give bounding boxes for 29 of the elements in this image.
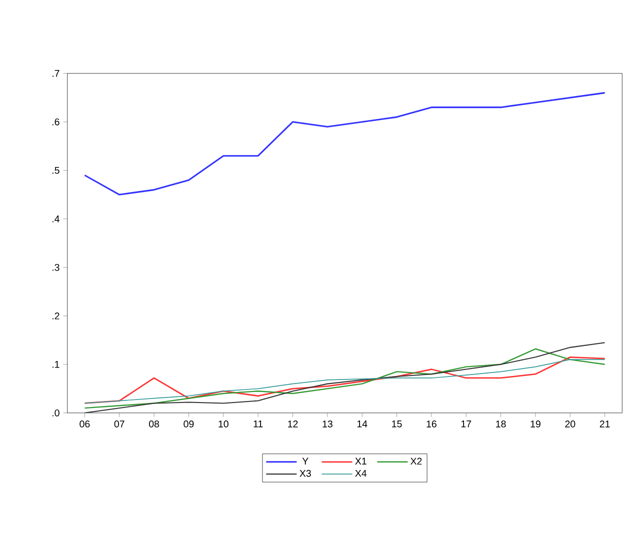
x-tick-label: 12 — [288, 420, 298, 428]
legend-label: Y — [302, 458, 308, 464]
y-tick-label: .3 — [52, 264, 60, 271]
x-tick-label: 09 — [184, 420, 194, 428]
legend-label: X4 — [355, 470, 367, 477]
x-tick-label: 08 — [149, 420, 160, 428]
y-tick-label: .1 — [52, 360, 60, 368]
x-tick-label: 18 — [496, 420, 506, 428]
x-tick-label: 19 — [530, 420, 540, 428]
y-tick-label: .0 — [52, 409, 60, 416]
x-tick-label: 11 — [254, 420, 263, 428]
x-tick-label: 15 — [392, 420, 402, 428]
y-tick-label: .4 — [52, 215, 60, 222]
x-tick-label: 16 — [426, 420, 436, 428]
x-tick-label: 06 — [80, 420, 90, 428]
x-tick-label: 20 — [565, 420, 576, 428]
legend-label: X1 — [355, 458, 366, 464]
x-tick-label: 21 — [600, 420, 610, 428]
legend-label: X3 — [300, 470, 311, 477]
y-tick-label: .5 — [52, 166, 60, 174]
x-tick-label: 13 — [322, 420, 332, 428]
x-tick-label: 07 — [114, 420, 124, 428]
legend-label: X2 — [410, 458, 422, 464]
x-tick-label: 10 — [218, 420, 228, 428]
y-tick-label: .6 — [52, 118, 60, 126]
y-tick-label: .2 — [52, 312, 60, 320]
y-tick-label: .7 — [52, 70, 60, 77]
x-tick-label: 14 — [357, 420, 368, 428]
x-tick-label: 17 — [461, 420, 472, 428]
